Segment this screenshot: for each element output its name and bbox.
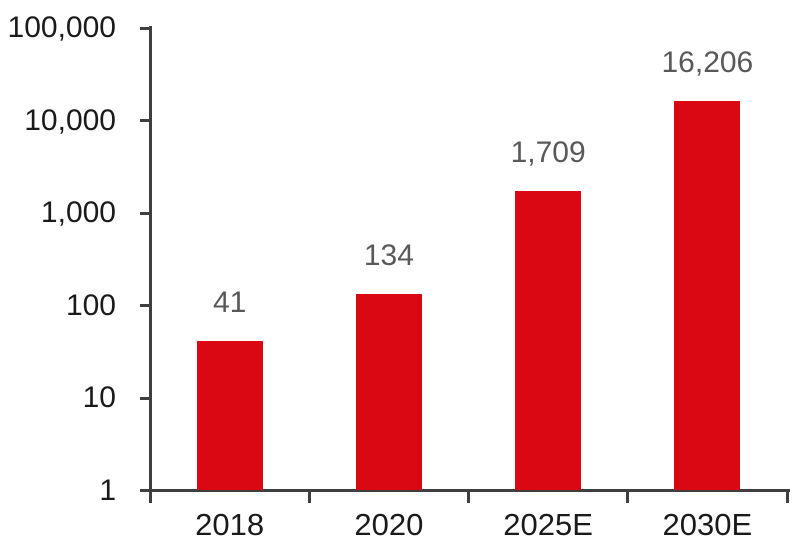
y-axis-tick-mark	[140, 26, 150, 30]
bar-2030e	[674, 101, 741, 491]
x-axis-label-2030e: 2030E	[662, 507, 753, 542]
x-axis-tick-mark	[307, 490, 311, 503]
bar-2018	[196, 341, 263, 491]
bar-2025e	[515, 191, 582, 491]
x-axis-line	[141, 489, 790, 492]
x-axis-label-2018: 2018	[195, 507, 265, 542]
bar-value-label-2025e: 1,709	[510, 136, 586, 170]
y-axis-tick-mark	[140, 304, 150, 307]
x-axis-label-2020: 2020	[354, 507, 424, 542]
bar-value-label-2030e: 16,206	[661, 46, 754, 80]
y-axis-tick-label: 1	[99, 473, 116, 507]
y-axis-tick-mark	[140, 489, 150, 492]
y-axis-tick-label: 10	[82, 381, 116, 414]
bar-value-label-2020: 134	[363, 238, 414, 272]
x-axis-tick-mark	[467, 490, 470, 503]
y-axis-tick-label: 10,000	[24, 103, 116, 137]
x-axis-tick-mark	[626, 490, 630, 503]
x-axis-tick-mark	[148, 490, 152, 503]
y-axis-tick-label: 100,000	[7, 11, 116, 44]
bar-2020	[355, 293, 422, 491]
y-axis-tick-mark	[140, 119, 150, 122]
y-axis-tick-label: 1,000	[40, 196, 116, 229]
x-axis-label-2025e: 2025E	[503, 507, 593, 542]
bar-value-label-2018: 41	[212, 286, 247, 320]
y-axis-line	[149, 26, 152, 492]
y-axis-tick-mark	[140, 396, 150, 400]
x-axis-tick-mark	[785, 490, 789, 503]
y-axis-tick-mark	[140, 211, 150, 215]
y-axis-tick-label: 100	[65, 288, 116, 322]
